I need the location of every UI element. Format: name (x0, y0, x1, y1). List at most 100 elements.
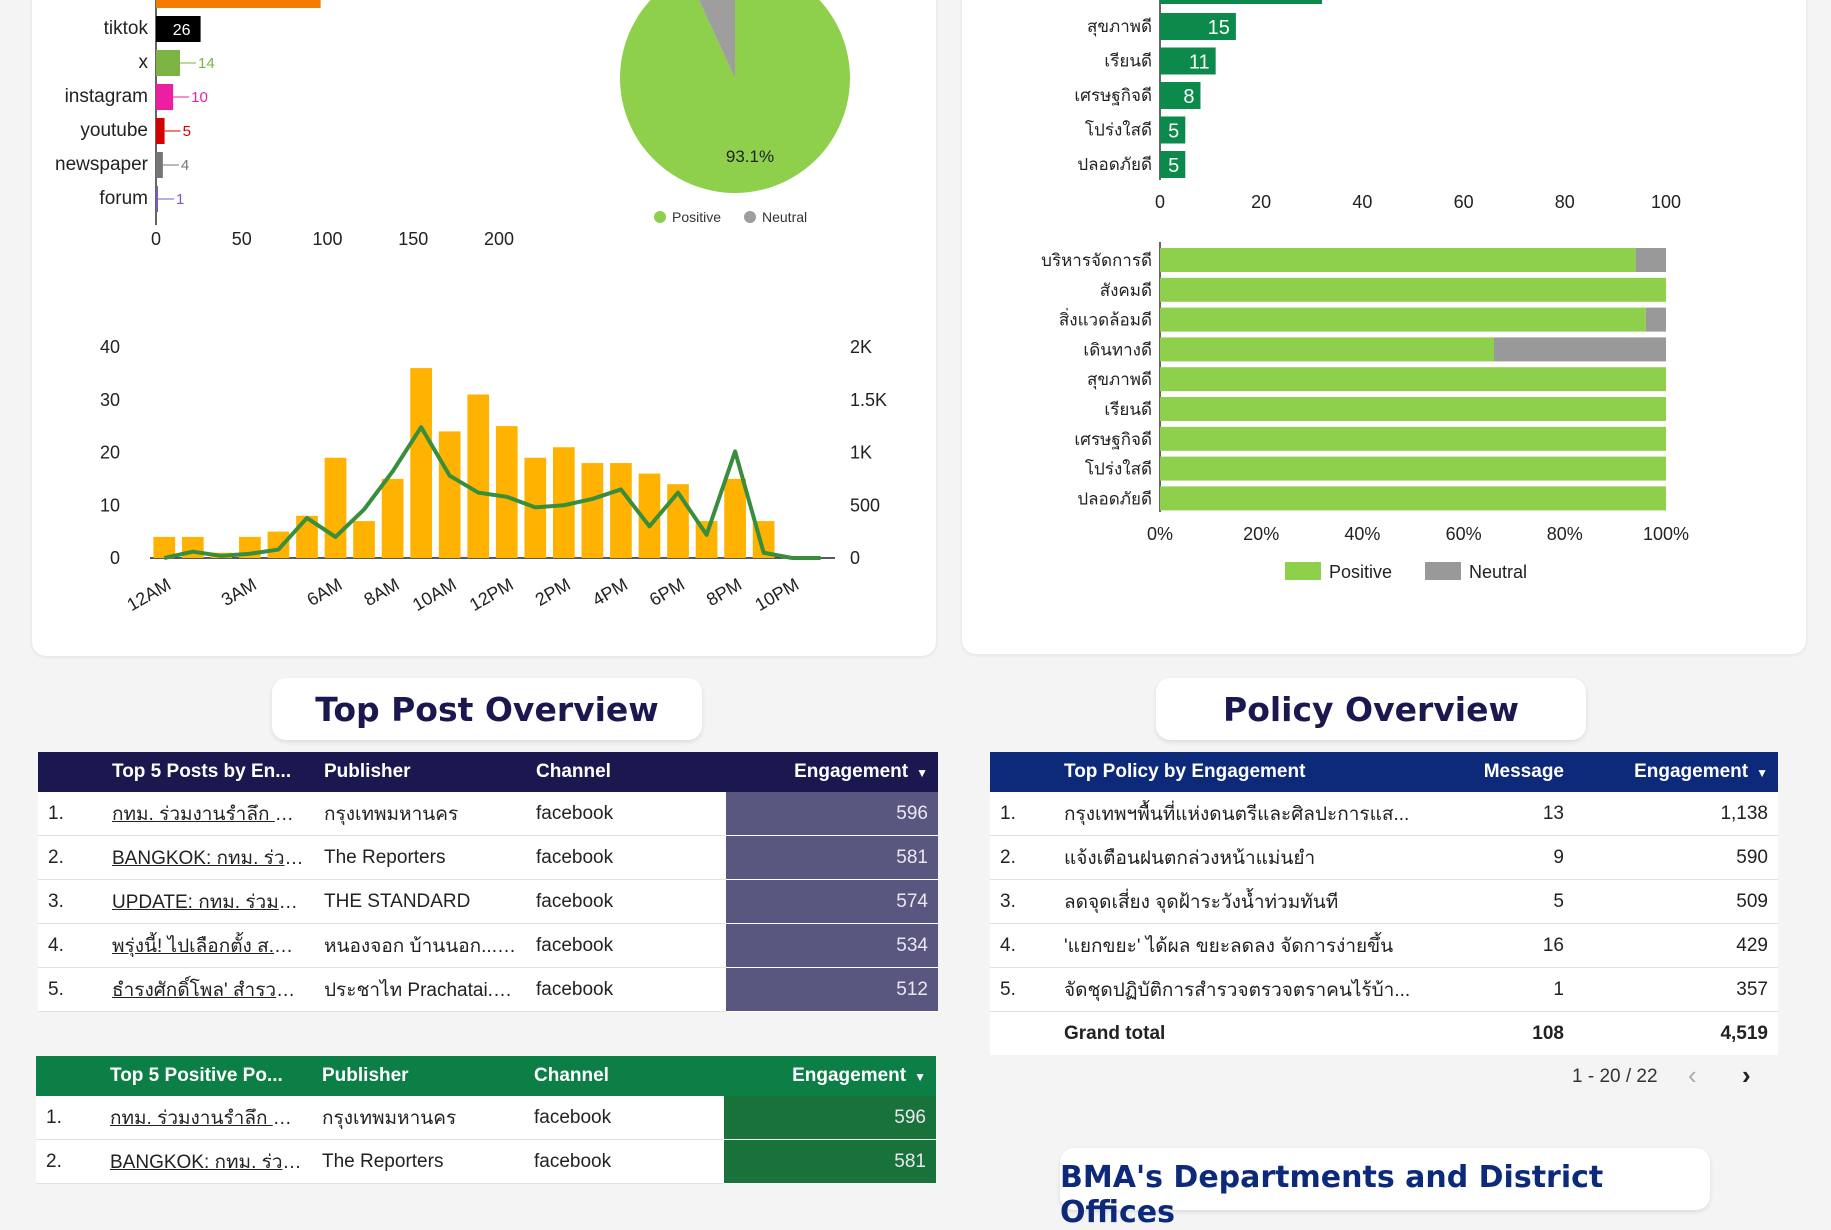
channel-label: tiktok (104, 18, 149, 39)
post-title-link[interactable]: กทม. ร่วมงานรำลึก 33 ปี ... (102, 792, 314, 836)
table-row[interactable]: 3. UPDATE: กทม. ร่วมรำลึ... THE STANDARD fa… (38, 879, 938, 924)
policy-category-label: เศรษฐกิจดี (1074, 86, 1152, 106)
row-index: 4. (990, 923, 1054, 968)
table-row[interactable]: 2. BANGKOK: กทม. ร่วมเ... The Reporters fac… (38, 835, 938, 880)
grand-total-label: Grand total (1064, 1022, 1166, 1044)
chevron-right-icon[interactable]: › (1742, 1060, 1751, 1090)
policy-overview-title: Policy Overview (1156, 678, 1586, 740)
chevron-left-icon[interactable]: ‹ (1688, 1060, 1697, 1090)
column-header-channel[interactable]: Channel (536, 761, 611, 782)
hour-message-bar (438, 431, 461, 558)
hour-message-bar (581, 463, 604, 558)
column-header-post[interactable]: Top 5 Posts by En... (112, 761, 292, 782)
row-index: 1. (990, 792, 1054, 836)
channel-bar (156, 50, 181, 76)
column-header-post[interactable]: Top 5 Positive Po... (110, 1065, 283, 1086)
policy-category-label: โปร่งใสดี (1085, 120, 1152, 140)
engagement-cell: 534 (726, 923, 938, 968)
post-title-link[interactable]: ธำรงศักดิ์โพล' สำรวจคน ก... (102, 967, 314, 1012)
hour-y-right-tick: 500 (850, 495, 880, 515)
grand-total-row: Grand total 108 4,519 (990, 1012, 1778, 1056)
table-row[interactable]: 5. จัดชุดปฏิบัติการสำรวจตรวจตราคนไร้บ้า..… (990, 967, 1778, 1012)
departments-title: BMA's Departments and District Offices (1060, 1148, 1710, 1230)
hour-y-left-tick: 10 (100, 495, 120, 515)
hour-message-bar (267, 531, 290, 558)
publisher-cell: The Reporters (312, 1139, 524, 1184)
column-header-channel[interactable]: Channel (534, 1065, 609, 1086)
channel-bar (156, 152, 163, 178)
channel-value-label: 1 (176, 191, 184, 208)
column-header-engagement[interactable]: Engagement ▼ (1574, 752, 1778, 792)
pie-legend-marker (744, 211, 756, 223)
channel-label: forum (99, 188, 148, 209)
column-header-publisher[interactable]: Publisher (322, 1065, 409, 1086)
policy-value-label: 8 (1183, 86, 1194, 108)
policy-x-tick: 100 (1651, 192, 1681, 212)
stack-legend-label: Neutral (1469, 562, 1527, 582)
pie-legend-marker (654, 211, 666, 223)
post-title-link[interactable]: BANGKOK: กทม. ร่วมเ... (100, 1139, 312, 1184)
channel-cell: facebook (526, 879, 726, 924)
table-row[interactable]: 1. กทม. ร่วมงานรำลึก 33 ปี ... กรุงเทพมหาน… (38, 792, 938, 836)
sort-desc-icon[interactable]: ▼ (1756, 766, 1768, 780)
stack-bar-segment (1160, 426, 1666, 451)
top-post-overview-title: Top Post Overview (272, 678, 702, 740)
hour-y-right-tick: 0 (850, 548, 860, 568)
table-row[interactable]: 3. ลดจุดเสี่ยง จุดฝ้าระวังน้ำท่วมทันที 5 50… (990, 879, 1778, 924)
policy-value-label: 15 (1208, 17, 1230, 39)
policy-title-cell: แจ้งเตือนฝนตกล่วงหน้าแม่นยำ (1054, 835, 1424, 880)
top-posts-table: Top 5 Posts by En... Publisher Channel E… (38, 752, 938, 1012)
table-row[interactable]: 1. กรุงเทพฯพื้นที่แห่งดนตรีและศิลปะการแส.… (990, 792, 1778, 836)
hour-y-left-tick: 0 (110, 548, 120, 568)
column-header-publisher[interactable]: Publisher (324, 761, 411, 782)
channel-value-label: 96 (293, 0, 311, 5)
publisher-cell: หนองจอก บ้านนอก...กรุงเ... (314, 923, 526, 968)
sort-desc-icon[interactable]: ▼ (916, 766, 928, 780)
table-row[interactable]: 1. กทม. ร่วมงานรำลึก 33 ปี ... กรุงเทพมหาน… (36, 1096, 936, 1140)
engagement-cell: 509 (1574, 879, 1778, 924)
policy-bar (1160, 82, 1201, 109)
row-index: 3. (38, 879, 102, 924)
table-row[interactable]: 4. พรุ่งนี้! ไปเลือกตั้ง ส.ก. กัน... หนองจ… (38, 923, 938, 968)
column-header-engagement[interactable]: Engagement ▼ (724, 1056, 936, 1096)
channel-bar (156, 118, 165, 144)
policy-value-label: 5 (1168, 121, 1179, 143)
row-index: 5. (990, 967, 1054, 1012)
post-title-link[interactable]: UPDATE: กทม. ร่วมรำลึ... (102, 879, 314, 924)
channel-label: youtube (80, 120, 148, 141)
policy-title-cell: จัดชุดปฏิบัติการสำรวจตรวจตราคนไร้บ้า... (1054, 967, 1424, 1012)
policy-bar (1160, 151, 1186, 178)
policy-category-label: สุขภาพดี (1087, 17, 1152, 37)
row-index: 5. (38, 967, 102, 1012)
stack-bar-segment (1160, 456, 1666, 481)
column-header-message[interactable]: Message (1483, 761, 1564, 782)
hour-x-tick: 2PM (532, 574, 574, 610)
post-title-link[interactable]: กทม. ร่วมงานรำลึก 33 ปี ... (100, 1096, 312, 1140)
column-header-policy[interactable]: Top Policy by Engagement (1064, 761, 1306, 782)
channel-bar (156, 0, 321, 8)
stack-bar-segment (1160, 337, 1494, 362)
stack-x-tick: 0% (1147, 524, 1173, 544)
hour-x-tick: 10AM (409, 574, 460, 615)
pie-percent-label: 93.1% (726, 147, 774, 166)
channel-bar-chart: website96tiktok26x14instagram10youtube5n… (55, 0, 514, 249)
engagement-cell: 429 (1574, 923, 1778, 968)
sort-desc-icon[interactable]: ▼ (914, 1070, 926, 1084)
table-row[interactable]: 4. 'แยกขยะ' ได้ผล ขยะลดลง จัดการง่ายขึ้น 1… (990, 923, 1778, 968)
channel-x-tick: 50 (232, 229, 252, 249)
message-cell: 1 (1424, 967, 1574, 1012)
channel-value-label: 5 (183, 123, 191, 140)
policy-x-tick: 20 (1251, 192, 1271, 212)
stack-category-label: สุขภาพดี (1087, 370, 1152, 390)
post-title-link[interactable]: BANGKOK: กทม. ร่วมเ... (102, 835, 314, 880)
table-row[interactable]: 2. แจ้งเตือนฝนตกล่วงหน้าแม่นยำ 9 590 (990, 835, 1778, 880)
stack-category-label: เดินทางดี (1083, 340, 1152, 359)
post-title-link[interactable]: พรุ่งนี้! ไปเลือกตั้ง ส.ก. กัน... (102, 923, 314, 968)
table-row[interactable]: 2. BANGKOK: กทม. ร่วมเ... The Reporters fac… (36, 1139, 936, 1184)
hour-message-bar (553, 447, 575, 558)
column-header-engagement[interactable]: Engagement ▼ (726, 752, 938, 792)
channel-cell: facebook (526, 967, 726, 1012)
hour-message-bar (153, 536, 176, 558)
channel-x-tick: 150 (398, 229, 428, 249)
table-row[interactable]: 5.ธำรงศักดิ์โพล' สำรวจคน ก...ประชาไท Pra… (38, 967, 938, 1012)
